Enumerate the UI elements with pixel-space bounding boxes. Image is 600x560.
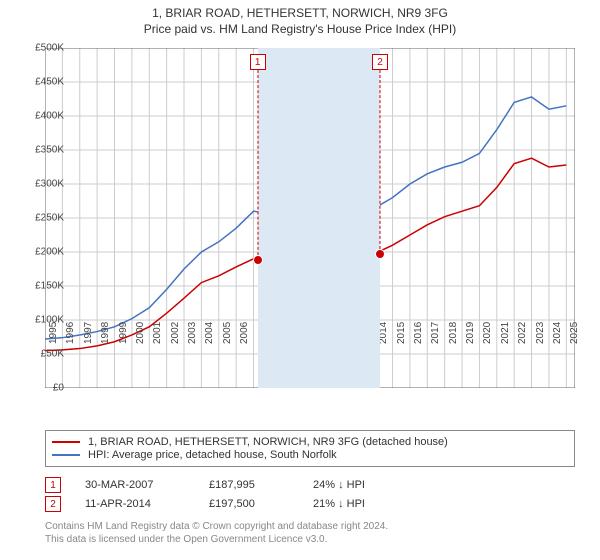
y-axis-tick-label: £250K [35, 213, 64, 224]
y-axis-tick-label: £300K [35, 179, 64, 190]
y-axis-tick-label: £450K [35, 77, 64, 88]
y-axis-tick-label: £50K [41, 349, 64, 360]
x-axis-tick-label: 2017 [430, 322, 441, 344]
x-axis-tick-label: 2003 [187, 322, 198, 344]
chart-subtitle: Price paid vs. HM Land Registry's House … [0, 22, 600, 36]
legend: 1, BRIAR ROAD, HETHERSETT, NORWICH, NR9 … [45, 430, 575, 467]
x-axis-tick-label: 1998 [100, 322, 111, 344]
sale-flag-line [380, 70, 381, 254]
x-axis-tick-label: 2025 [569, 322, 580, 344]
x-axis-tick-label: 2001 [152, 322, 163, 344]
legend-item-hpi: HPI: Average price, detached house, Sout… [52, 449, 568, 461]
sale-dot-icon [375, 249, 385, 259]
sale-dot-icon [253, 255, 263, 265]
footer-attribution: Contains HM Land Registry data © Crown c… [45, 520, 575, 546]
y-axis-tick-label: £0 [53, 383, 64, 394]
y-axis-tick-label: £200K [35, 247, 64, 258]
x-axis-tick-label: 2016 [413, 322, 424, 344]
legend-swatch [52, 454, 80, 456]
footer-line: This data is licensed under the Open Gov… [45, 533, 575, 546]
y-axis-tick-label: £500K [35, 43, 64, 54]
sale-date: 11-APR-2014 [85, 498, 185, 510]
sale-delta: 24% ↓ HPI [313, 479, 365, 491]
sale-delta: 21% ↓ HPI [313, 498, 365, 510]
x-axis-tick-label: 2021 [500, 322, 511, 344]
x-axis-tick-label: 2002 [170, 322, 181, 344]
sale-row: 2 11-APR-2014 £197,500 21% ↓ HPI [45, 496, 575, 512]
y-axis-tick-label: £150K [35, 281, 64, 292]
sale-band [258, 48, 380, 388]
x-axis-tick-label: 2006 [239, 322, 250, 344]
footer-line: Contains HM Land Registry data © Crown c… [45, 520, 575, 533]
x-axis-tick-label: 2018 [448, 322, 459, 344]
x-axis-tick-label: 2000 [135, 322, 146, 344]
sale-marker-icon: 2 [45, 496, 61, 512]
x-axis-tick-label: 2015 [396, 322, 407, 344]
sale-flag-icon: 1 [250, 54, 266, 70]
x-axis-tick-label: 2020 [482, 322, 493, 344]
sales-table: 1 30-MAR-2007 £187,995 24% ↓ HPI 2 11-AP… [45, 474, 575, 515]
x-axis-tick-label: 2005 [222, 322, 233, 344]
x-axis-tick-label: 2004 [204, 322, 215, 344]
x-axis-tick-label: 2024 [552, 322, 563, 344]
x-axis-tick-label: 2022 [517, 322, 528, 344]
x-axis-tick-label: 1995 [48, 322, 59, 344]
y-axis-tick-label: £350K [35, 145, 64, 156]
sale-flag-line [257, 70, 258, 260]
chart-title: 1, BRIAR ROAD, HETHERSETT, NORWICH, NR9 … [0, 6, 600, 20]
legend-item-property: 1, BRIAR ROAD, HETHERSETT, NORWICH, NR9 … [52, 436, 568, 448]
sale-flag-icon: 2 [372, 54, 388, 70]
sale-marker-icon: 1 [45, 477, 61, 493]
x-axis-tick-label: 2023 [535, 322, 546, 344]
y-axis-tick-label: £400K [35, 111, 64, 122]
x-axis-tick-label: 1997 [83, 322, 94, 344]
sale-row: 1 30-MAR-2007 £187,995 24% ↓ HPI [45, 477, 575, 493]
x-axis-tick-label: 1996 [65, 322, 76, 344]
sale-date: 30-MAR-2007 [85, 479, 185, 491]
legend-swatch [52, 441, 80, 443]
legend-label: HPI: Average price, detached house, Sout… [88, 449, 337, 461]
x-axis-tick-label: 2019 [465, 322, 476, 344]
x-axis-tick-label: 1999 [118, 322, 129, 344]
sale-price: £197,500 [209, 498, 289, 510]
legend-label: 1, BRIAR ROAD, HETHERSETT, NORWICH, NR9 … [88, 436, 448, 448]
sale-price: £187,995 [209, 479, 289, 491]
